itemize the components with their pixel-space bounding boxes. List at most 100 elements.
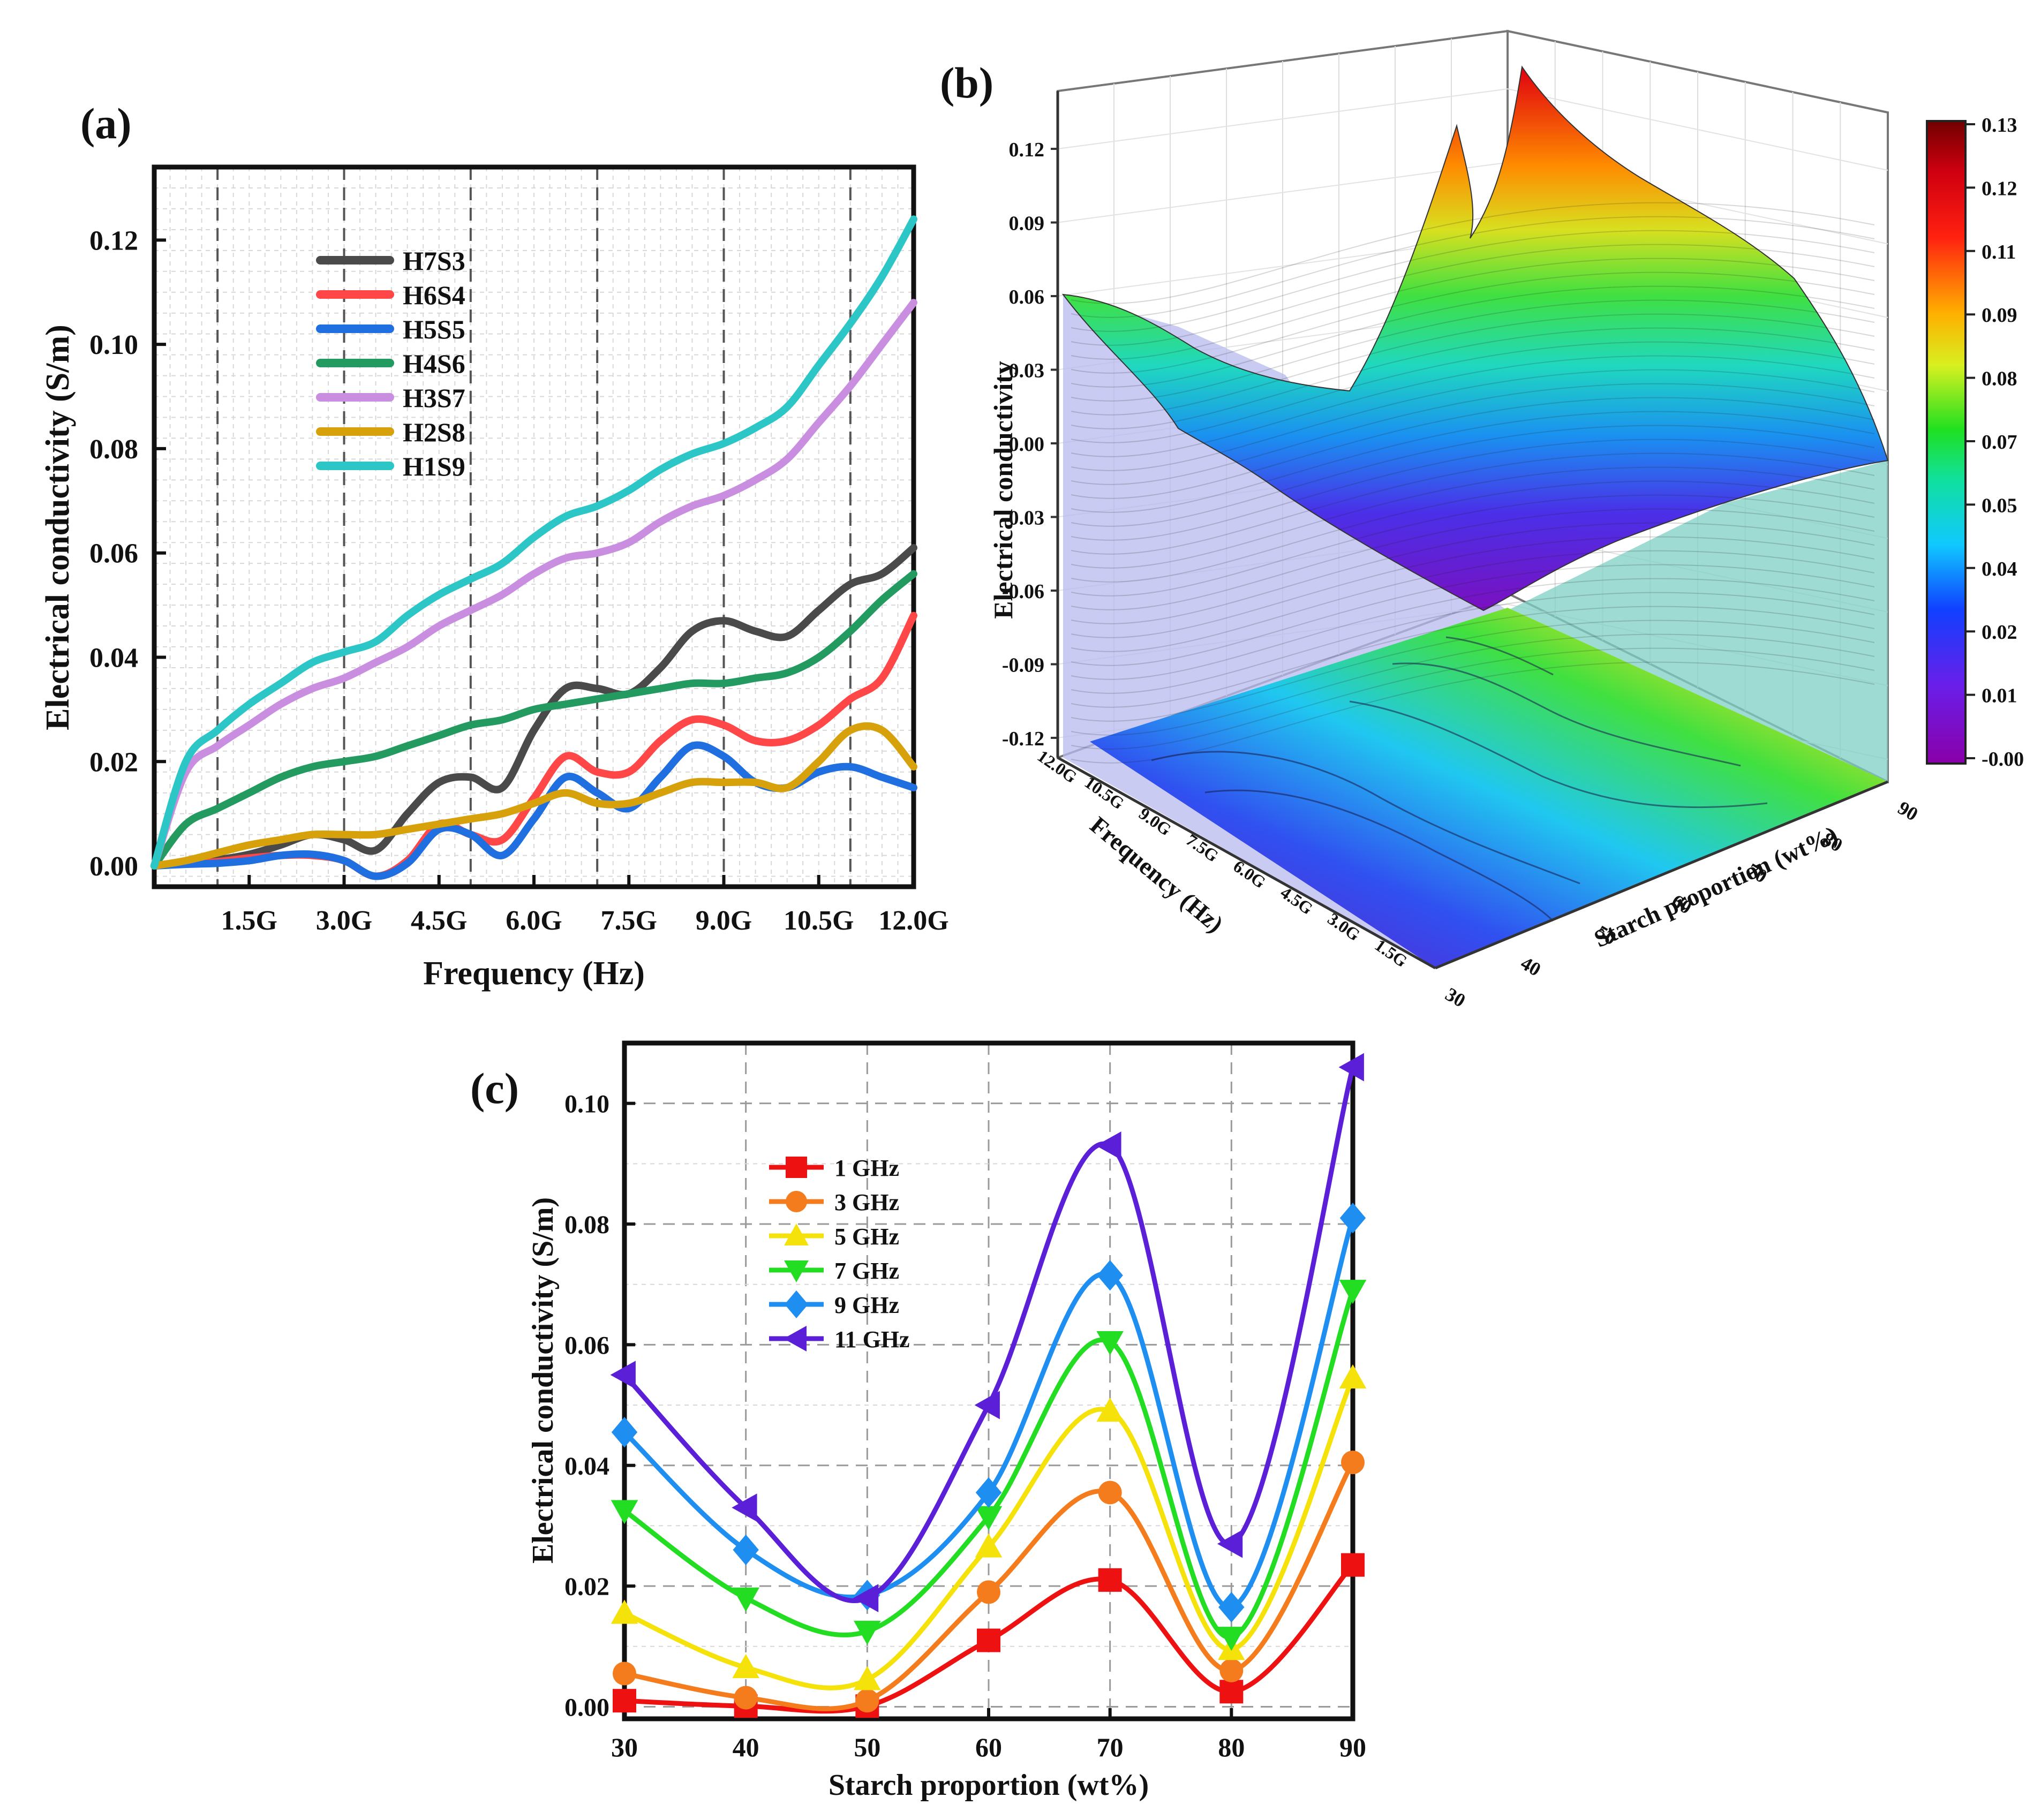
legend-marker [785, 1290, 808, 1318]
y-tick-label: 0.12 [89, 225, 138, 256]
y-tick-label: 0.00 [564, 1693, 609, 1721]
data-point [1218, 1627, 1245, 1651]
surface-mesh-line [1071, 564, 1875, 666]
data-point [732, 1587, 759, 1612]
data-point [733, 1534, 759, 1566]
surface-mesh-line [1071, 494, 1875, 596]
surface-mesh-line [1071, 341, 1875, 443]
panel-c: (c) 30 40 50 60 70 80 90 0.00 0.02 0.04 0.06 0.08 0.… [470, 1040, 1367, 1802]
data-point [977, 1628, 1000, 1652]
data-point [855, 1689, 879, 1713]
legend-label: H3S7 [403, 383, 465, 413]
x-tick-label: 1.5G [221, 905, 277, 936]
data-point [613, 1689, 636, 1713]
data-point [734, 1686, 758, 1710]
colorbar-tick-label: 0.02 [1982, 621, 2017, 644]
surface-mesh-line [1071, 425, 1875, 527]
surface-mesh-line [1071, 661, 1875, 764]
panel-c-ticks: 30 40 50 60 70 80 90 0.00 0.02 0.04 0.06 0.08 0.10 [564, 1090, 1366, 1762]
y-tick-label: 0.06 [89, 539, 138, 569]
panel-b-floor-contour [1090, 608, 1888, 968]
y-tick-label: 0.04 [564, 1452, 609, 1481]
x-tick-label: 9.0G [696, 905, 752, 936]
series-9-ghz [611, 1203, 1366, 1623]
legend-label: 9 GHz [834, 1292, 899, 1318]
data-point [611, 1417, 638, 1448]
series-line [622, 1215, 1355, 1610]
surface-mesh-line [1071, 578, 1875, 680]
panel-b-y-axis [1057, 756, 1436, 970]
panel-b-colorbar-ticks: 0.13 0.12 0.11 0.09 0.08 0.07 0.05 0.04 0.02 0.01… [1965, 114, 2024, 771]
x-tick-label: 90 [1894, 797, 1922, 825]
data-point [613, 1662, 636, 1686]
data-point [854, 1666, 881, 1690]
surface-mesh-line [1071, 299, 1875, 402]
y-tick-label: 0.06 [564, 1331, 609, 1360]
legend-label: H6S4 [403, 280, 465, 310]
surface-mesh-line [1071, 285, 1875, 388]
surface-mesh-line [1071, 244, 1875, 346]
data-point [1338, 1053, 1364, 1082]
panel-b-surface [1061, 65, 1889, 611]
panel-a-ylabel: Electrical conductivity (S/m) [40, 324, 76, 730]
surface-mesh-line [1071, 592, 1875, 694]
x-tick-label: 90 [1339, 1732, 1366, 1762]
legend-label: H1S9 [403, 451, 465, 481]
legend-marker [784, 1326, 807, 1351]
surface-mesh-line [1071, 411, 1875, 513]
x-tick-label: 60 [975, 1732, 1002, 1762]
data-point [853, 1584, 879, 1613]
series-11-ghz [610, 1053, 1364, 1613]
legend-label: H7S3 [403, 246, 465, 276]
z-tick-label: 0.00 [1009, 433, 1045, 456]
series-line-h4s6 [150, 570, 917, 870]
x-tick-label: 30 [1442, 983, 1469, 1011]
data-point [1217, 1529, 1243, 1558]
z-tick-label: 0.09 [1009, 213, 1045, 235]
surface-mesh-line [1071, 383, 1875, 485]
colorbar-tick-label: 0.05 [1982, 494, 2017, 517]
panel-a: (a) 1.5G 3.0G 4.5G 6.0G 7.5G 9.0G 10.5G 12.0G 0.… [40, 99, 949, 992]
colorbar-tick-label: 0.07 [1982, 431, 2017, 454]
colorbar-tick-label: 0.01 [1982, 685, 2017, 707]
panel-c-grid [623, 1043, 1354, 1719]
series-line [622, 1288, 1355, 1640]
data-point [1098, 1481, 1122, 1505]
panel-b: (b) -0.12 -0.09 -0.06 -0.03 0.00 0.03 0.06 0.09… [940, 29, 2024, 1011]
surface-mesh-line [1071, 466, 1875, 569]
z-tick-label: 0.03 [1009, 360, 1045, 382]
panel-a-legend: H7S3 H6S4 H5S5 H4S6 H3S7 H2S8 H1S9 [316, 246, 465, 481]
surface-mesh-line [1071, 606, 1875, 708]
panel-a-xlabel: Frequency (Hz) [423, 955, 645, 992]
y-tick-label: 0.10 [89, 330, 138, 360]
data-point [1096, 1331, 1124, 1356]
series-line-h1s9 [150, 215, 917, 870]
data-point [1339, 1203, 1366, 1234]
series-3-ghz [613, 1451, 1365, 1713]
legend-marker [786, 1157, 807, 1178]
x-tick-label: 12.0G [878, 905, 948, 936]
data-point [854, 1620, 881, 1645]
back-grid-line [1507, 88, 1888, 171]
colorbar-tick-label: 0.08 [1982, 368, 2017, 390]
data-point [975, 1506, 1003, 1530]
data-point [610, 1361, 636, 1389]
z-tick-label: -0.03 [1002, 507, 1044, 530]
panel-c-legend: 1 GHz 3 GHz 5 GHz 7 GHz 9 GHz 11 GHz [769, 1155, 910, 1353]
legend-marker [784, 1260, 809, 1282]
legend-label: 3 GHz [834, 1189, 899, 1215]
data-point [1097, 1260, 1123, 1291]
data-point [1341, 1451, 1365, 1475]
surface-mesh-line [1071, 550, 1875, 652]
x-tick-label: 70 [1097, 1732, 1124, 1762]
y-tick-label: 0.02 [564, 1573, 609, 1601]
data-point [1219, 1680, 1244, 1704]
z-tick-label: -0.06 [1002, 580, 1044, 603]
surface-mesh-line [1071, 522, 1875, 624]
colorbar-tick-label: 0.09 [1982, 304, 2017, 327]
legend-marker [784, 1224, 809, 1245]
surface-mesh-line [1071, 397, 1875, 499]
data-point [977, 1580, 1000, 1604]
surface-mesh-line [1071, 313, 1875, 416]
panel-a-ticks: 1.5G 3.0G 4.5G 6.0G 7.5G 9.0G 10.5G 12.0G 0.00 0.… [89, 225, 949, 936]
